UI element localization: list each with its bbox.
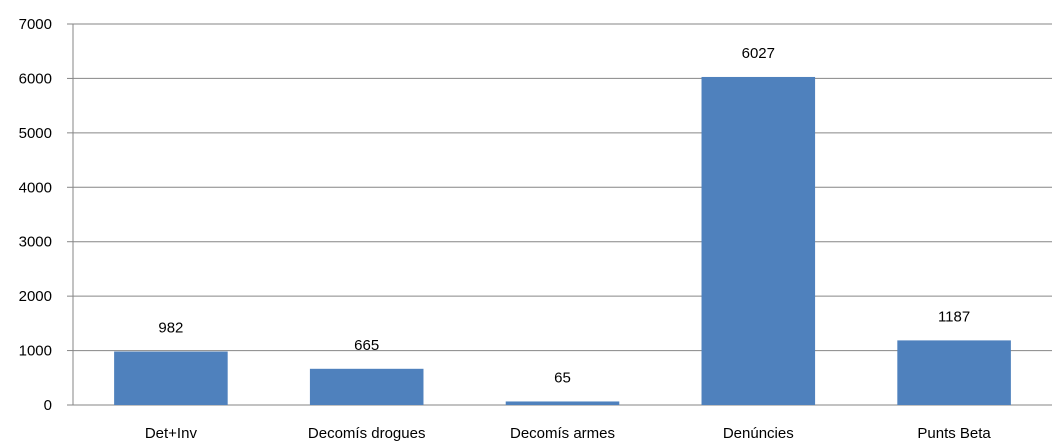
x-category-label: Decomís drogues [308,425,426,442]
bar [309,368,424,405]
x-category-label: Decomís armes [510,425,615,442]
y-tick-label: 7000 [19,16,52,33]
x-axis-category-labels: Det+Inv Decomís drogues Decomís armes Denún… [145,425,992,442]
x-category-label: Punts Beta [917,425,991,442]
bar [505,401,620,405]
bar [701,76,816,406]
x-category-label: Det+Inv [145,425,198,442]
y-tick-label: 6000 [19,70,52,87]
y-tick-label: 4000 [19,179,52,196]
y-tick-label: 2000 [19,288,52,305]
y-axis-tick-labels: 0 1000 2000 3000 4000 5000 6000 7000 [19,16,52,414]
x-category-label: Denúncies [723,425,794,442]
data-label: 1187 [938,308,970,325]
data-labels: 982 665 65 6027 1187 [158,45,970,387]
y-tick-label: 5000 [19,125,52,142]
bar [897,340,1011,405]
data-label: 665 [354,337,379,354]
data-label: 6027 [742,45,775,62]
bar [114,351,228,405]
y-tick-label: 3000 [19,234,52,251]
gridlines [67,23,1052,406]
y-tick-label: 0 [44,397,52,414]
bars [114,76,1011,406]
y-tick-label: 1000 [19,343,52,360]
data-label: 982 [158,320,183,337]
data-label: 65 [554,369,571,386]
